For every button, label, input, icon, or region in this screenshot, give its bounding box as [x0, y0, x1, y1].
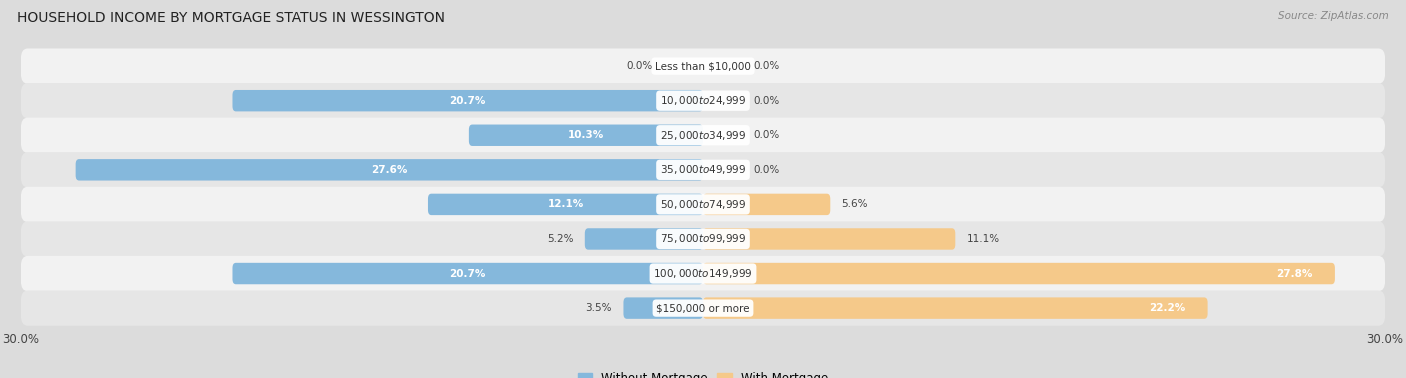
- Text: 0.0%: 0.0%: [754, 165, 779, 175]
- Text: $10,000 to $24,999: $10,000 to $24,999: [659, 94, 747, 107]
- FancyBboxPatch shape: [21, 118, 1385, 153]
- FancyBboxPatch shape: [427, 194, 703, 215]
- Text: Less than $10,000: Less than $10,000: [655, 61, 751, 71]
- Text: $25,000 to $34,999: $25,000 to $34,999: [659, 129, 747, 142]
- Text: 11.1%: 11.1%: [967, 234, 1000, 244]
- Text: 22.2%: 22.2%: [1149, 303, 1185, 313]
- Text: 20.7%: 20.7%: [450, 96, 486, 106]
- Text: 3.5%: 3.5%: [585, 303, 612, 313]
- FancyBboxPatch shape: [21, 48, 1385, 84]
- Text: Source: ZipAtlas.com: Source: ZipAtlas.com: [1278, 11, 1389, 21]
- Text: $75,000 to $99,999: $75,000 to $99,999: [659, 232, 747, 245]
- Text: 12.1%: 12.1%: [547, 200, 583, 209]
- Text: 10.3%: 10.3%: [568, 130, 605, 140]
- FancyBboxPatch shape: [21, 256, 1385, 291]
- FancyBboxPatch shape: [21, 290, 1385, 326]
- FancyBboxPatch shape: [703, 297, 1208, 319]
- Text: 0.0%: 0.0%: [754, 61, 779, 71]
- Text: 5.2%: 5.2%: [547, 234, 574, 244]
- FancyBboxPatch shape: [21, 152, 1385, 187]
- Text: 0.0%: 0.0%: [754, 96, 779, 106]
- FancyBboxPatch shape: [585, 228, 703, 250]
- Text: $100,000 to $149,999: $100,000 to $149,999: [654, 267, 752, 280]
- FancyBboxPatch shape: [21, 222, 1385, 257]
- FancyBboxPatch shape: [21, 187, 1385, 222]
- Text: 20.7%: 20.7%: [450, 268, 486, 279]
- Text: 5.6%: 5.6%: [842, 200, 868, 209]
- Text: $150,000 or more: $150,000 or more: [657, 303, 749, 313]
- FancyBboxPatch shape: [76, 159, 703, 181]
- FancyBboxPatch shape: [623, 297, 703, 319]
- FancyBboxPatch shape: [703, 228, 955, 250]
- Text: 27.6%: 27.6%: [371, 165, 408, 175]
- Legend: Without Mortgage, With Mortgage: Without Mortgage, With Mortgage: [578, 372, 828, 378]
- Text: HOUSEHOLD INCOME BY MORTGAGE STATUS IN WESSINGTON: HOUSEHOLD INCOME BY MORTGAGE STATUS IN W…: [17, 11, 444, 25]
- Text: $35,000 to $49,999: $35,000 to $49,999: [659, 163, 747, 176]
- FancyBboxPatch shape: [232, 263, 703, 284]
- Text: 27.8%: 27.8%: [1275, 268, 1312, 279]
- FancyBboxPatch shape: [703, 194, 831, 215]
- FancyBboxPatch shape: [468, 124, 703, 146]
- Text: 0.0%: 0.0%: [627, 61, 652, 71]
- Text: $50,000 to $74,999: $50,000 to $74,999: [659, 198, 747, 211]
- FancyBboxPatch shape: [21, 83, 1385, 118]
- FancyBboxPatch shape: [232, 90, 703, 112]
- Text: 0.0%: 0.0%: [754, 130, 779, 140]
- FancyBboxPatch shape: [703, 263, 1334, 284]
